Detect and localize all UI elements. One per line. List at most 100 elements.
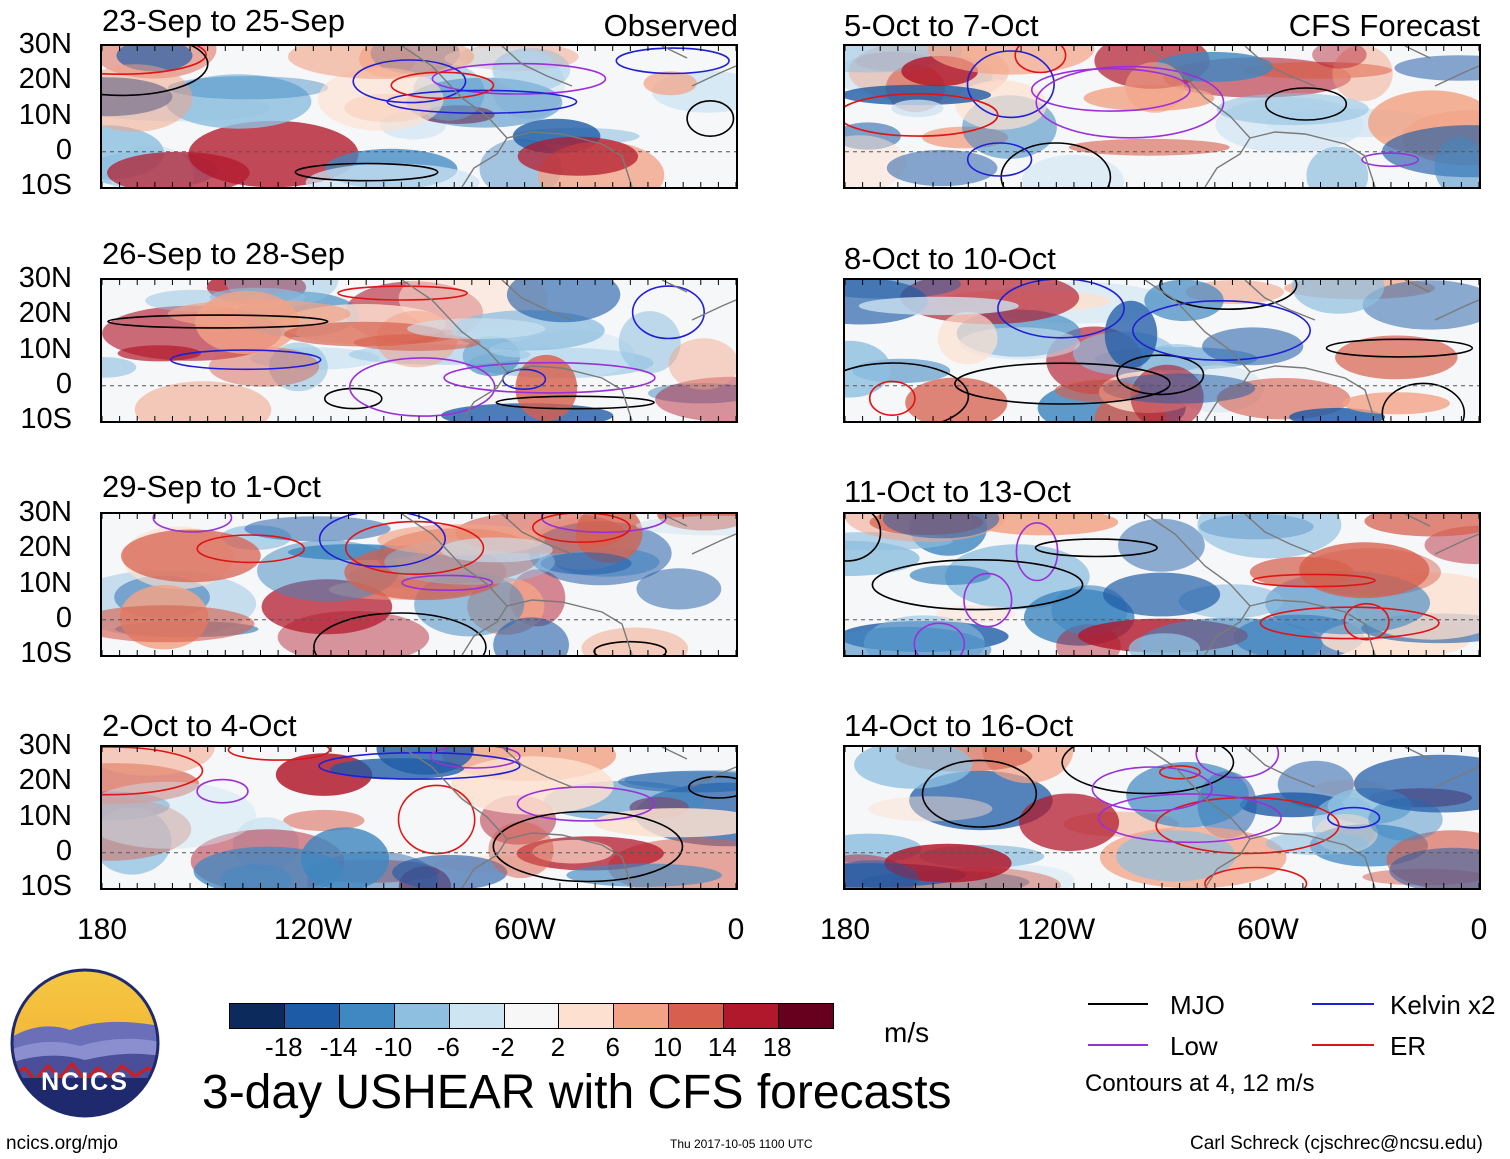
shading-blob [884,843,1012,883]
lat-label: 0 [55,601,72,634]
footer-url[interactable]: ncics.org/mjo [6,1133,118,1154]
contour-line [169,349,322,371]
colorbar-swatch [778,1004,833,1028]
lon-label: 180 [76,913,128,946]
contour-line [348,357,496,417]
lat-label: 10S [20,637,72,669]
lat-label: 0 [55,133,72,166]
contour-line [845,362,970,421]
contour-line [1091,766,1213,812]
shading-blob [167,299,351,329]
map-panel-fcst-1 [843,44,1481,189]
contour-line [1035,65,1225,139]
coastline [1144,747,1479,888]
shading-blob [891,99,944,118]
contour-line [386,89,578,115]
map-field [845,747,1479,888]
shading-blob [1306,146,1369,187]
shading-blob [618,311,681,374]
contour-line [390,71,495,100]
lat-label: 10N [18,799,72,832]
shading-blob [1434,136,1479,187]
shading-blob [102,747,215,776]
contour-line [540,514,667,534]
map-panel-fcst-4 [843,745,1481,890]
shading-blob [167,76,329,100]
shading-blob [517,136,639,176]
shading-blob [643,71,697,96]
shading-blob [1202,327,1304,366]
contour-line [1381,382,1466,421]
contour-line [107,314,329,329]
coastline [401,46,736,187]
shading-blob [867,796,993,822]
contour-line [1061,747,1235,795]
shading-blob [121,529,261,583]
colorbar-label: -18 [265,1032,303,1062]
map-panel-obs-1 [100,44,738,189]
forecast-label: CFS Forecast [1288,8,1480,43]
shading-blob [406,77,563,128]
contour-line [102,747,204,796]
shading-blob [882,514,1000,539]
shading-blob [668,338,736,390]
contour-line [495,395,655,410]
map-field [845,514,1479,655]
legend-line-er [1312,1044,1374,1046]
contour-line [1327,806,1381,829]
shading-blob [277,611,430,655]
shading-blob [392,854,508,888]
colorbar-swatch [503,1004,559,1028]
contour-line [954,362,1171,405]
shading-blob [102,797,192,861]
lat-label: 30N [18,28,72,60]
contour-line [492,810,684,883]
contour-line [1034,538,1158,558]
contour-line [1131,299,1311,362]
shading-blob [1118,518,1205,572]
panel-title-obs-4: 2-Oct to 4-Oct [102,708,297,743]
shading-blob [909,565,991,585]
shading-blob [1394,55,1479,81]
colorbar-label: 18 [762,1032,792,1062]
lon-label: 180 [819,913,871,946]
shading-blob [300,827,390,888]
lat-label: 10S [20,169,72,201]
shading-blob [1019,793,1120,852]
lat-label: 30N [18,729,72,761]
contour-line [845,93,999,137]
colorbar-swatch [613,1004,669,1028]
footer-timestamp: Thu 2017-10-05 1100 UTC [670,1137,813,1151]
panel-title-obs-1: 23-Sep to 25-Sep [102,3,346,38]
contour-line [1158,765,1201,780]
contour-line [913,622,966,655]
contour-line [686,99,735,138]
shading-blob [937,312,998,365]
map-field [102,514,736,655]
shading-blob [1353,754,1479,813]
map-field [102,747,736,888]
shading-blob [1068,138,1230,156]
contour-line [1116,354,1205,396]
ncics-logo-icon [10,968,160,1118]
contour-line [1155,796,1340,855]
contour-line [1204,866,1308,888]
shading-blob [1312,46,1367,69]
map-field [845,280,1479,421]
map-panel-fcst-2 [843,278,1481,423]
shading-blob [407,318,546,340]
shading-blob [1241,62,1392,79]
colorbar-label: -6 [436,1032,460,1062]
legend-label-low: Low [1170,1031,1218,1061]
shading-blob [506,280,621,323]
lat-label: 10N [18,332,72,365]
lat-label: 20N [18,531,72,564]
contour-line [868,380,916,417]
contour-line [324,387,383,410]
contour-line [318,514,446,568]
coastline [401,747,736,888]
contour-line [1325,338,1474,358]
contour-line [1343,602,1390,641]
main-title: 3-day USHEAR with CFS forecasts [202,1066,952,1119]
shading-blob [1116,830,1236,882]
